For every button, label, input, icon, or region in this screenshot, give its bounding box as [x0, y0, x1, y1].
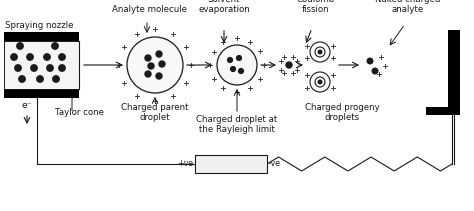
Circle shape — [372, 68, 378, 74]
Bar — [4, 32, 79, 41]
Circle shape — [367, 58, 373, 64]
Text: Naked charged
analyte: Naked charged analyte — [375, 0, 441, 14]
Text: Coulomb
fission: Coulomb fission — [297, 0, 335, 14]
Text: Charged progeny
droplets: Charged progeny droplets — [305, 103, 379, 122]
Circle shape — [228, 58, 232, 62]
Text: Charged droplet at
the Rayleigh limit: Charged droplet at the Rayleigh limit — [196, 115, 278, 134]
Bar — [426, 107, 460, 115]
Text: e⁻: e⁻ — [22, 101, 32, 110]
Circle shape — [59, 65, 65, 71]
Circle shape — [47, 65, 53, 71]
Circle shape — [19, 76, 25, 82]
Circle shape — [230, 67, 236, 71]
Circle shape — [145, 71, 151, 77]
Circle shape — [159, 61, 165, 67]
Text: -ve: -ve — [269, 160, 281, 169]
Text: Solvent
evaporation: Solvent evaporation — [198, 0, 250, 14]
Circle shape — [286, 62, 292, 68]
Text: Taylor cone: Taylor cone — [55, 108, 104, 117]
Circle shape — [238, 69, 244, 73]
Circle shape — [11, 54, 17, 60]
Circle shape — [156, 51, 162, 57]
Text: Spraying nozzle: Spraying nozzle — [5, 21, 73, 30]
Text: Power supply: Power supply — [202, 160, 260, 169]
Circle shape — [156, 73, 162, 79]
Circle shape — [15, 65, 21, 71]
Circle shape — [37, 76, 43, 82]
Circle shape — [127, 37, 183, 93]
Text: Analyte molecule: Analyte molecule — [112, 5, 188, 14]
Circle shape — [59, 54, 65, 60]
Circle shape — [145, 55, 151, 61]
Circle shape — [17, 43, 23, 49]
Circle shape — [52, 43, 58, 49]
Circle shape — [44, 54, 50, 60]
Circle shape — [318, 50, 322, 54]
Circle shape — [237, 56, 241, 60]
Circle shape — [27, 54, 33, 60]
Circle shape — [217, 45, 257, 85]
Bar — [4, 89, 79, 98]
Circle shape — [31, 65, 37, 71]
Circle shape — [148, 63, 154, 69]
Circle shape — [318, 80, 322, 84]
Bar — [195, 155, 267, 173]
Circle shape — [53, 76, 59, 82]
Text: Charged parent
droplet: Charged parent droplet — [121, 103, 189, 122]
Text: +ve: +ve — [177, 160, 193, 169]
Bar — [448, 30, 460, 107]
Bar — [4, 41, 79, 89]
